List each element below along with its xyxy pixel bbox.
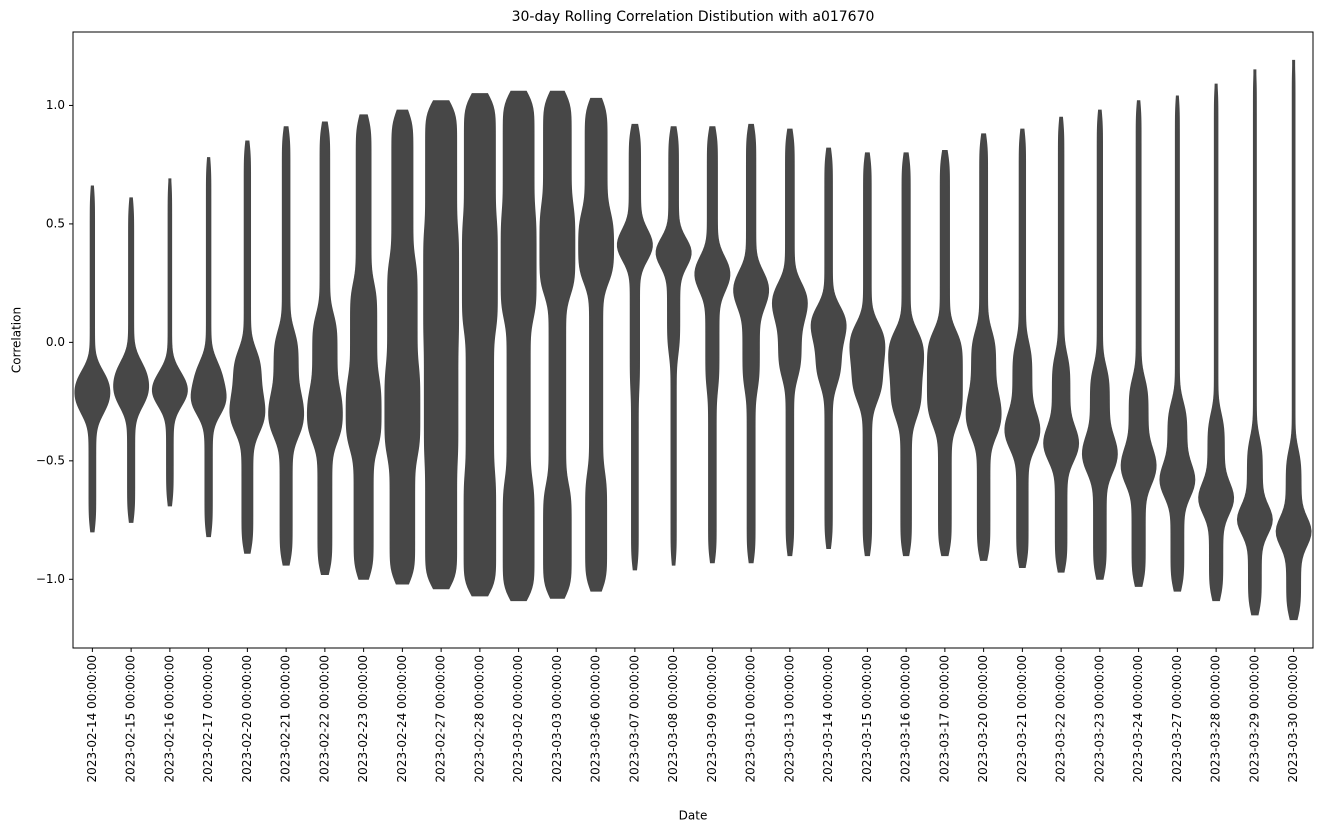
violin-body (926, 149, 963, 557)
violin-body (1159, 95, 1196, 592)
x-tick-label: 2023-02-15 00:00:00 (124, 655, 138, 782)
violin-body (1043, 116, 1080, 573)
x-tick-label: 2023-03-09 00:00:00 (705, 655, 719, 782)
x-tick-label: 2023-02-23 00:00:00 (356, 655, 370, 782)
y-axis-label: Correlation (10, 307, 24, 373)
x-tick-label: 2023-03-20 00:00:00 (976, 655, 990, 782)
x-axis-label: Date (679, 809, 708, 823)
violin-body (151, 178, 188, 507)
violin-body (1120, 100, 1157, 587)
x-tick-label: 2023-03-03 00:00:00 (550, 655, 564, 782)
violin-body (965, 133, 1002, 561)
chart-title: 30-day Rolling Correlation Distibution w… (512, 9, 875, 25)
violin-body (268, 126, 305, 566)
y-tick-label: −0.5 (36, 453, 65, 467)
x-tick-label: 2023-02-22 00:00:00 (317, 655, 331, 782)
violin-body (888, 152, 925, 557)
violin-body (733, 123, 770, 564)
x-tick-label: 2023-03-02 00:00:00 (511, 655, 525, 782)
violin-body (771, 128, 808, 557)
x-tick-label: 2023-03-10 00:00:00 (744, 655, 758, 782)
x-tick-label: 2023-03-06 00:00:00 (589, 655, 603, 782)
violin-body (539, 90, 576, 599)
x-tick-label: 2023-02-20 00:00:00 (240, 655, 254, 782)
plot-frame (72, 31, 1314, 649)
violin-body (1081, 109, 1118, 580)
violin-body (1198, 83, 1235, 602)
x-tick-label: 2023-02-24 00:00:00 (395, 655, 409, 782)
violin-body (306, 121, 343, 576)
x-tick-label: 2023-03-29 00:00:00 (1247, 655, 1261, 782)
violin-body (461, 93, 498, 597)
x-tick-label: 2023-03-27 00:00:00 (1170, 655, 1184, 782)
x-tick-label: 2023-03-15 00:00:00 (860, 655, 874, 782)
violin-body (74, 185, 111, 533)
x-tick-label: 2023-03-17 00:00:00 (937, 655, 951, 782)
x-tick-label: 2023-03-21 00:00:00 (1015, 655, 1029, 782)
x-tick-label: 2023-03-08 00:00:00 (666, 655, 680, 782)
x-tick-label: 2023-02-14 00:00:00 (85, 655, 99, 782)
violin-body (578, 97, 615, 592)
violin-body (655, 126, 692, 566)
y-tick-label: 1.0 (46, 98, 65, 112)
x-tick-label: 2023-02-28 00:00:00 (472, 655, 486, 782)
violin-body (810, 147, 847, 549)
y-tick-label: 0.0 (46, 335, 65, 349)
x-tick-label: 2023-03-14 00:00:00 (821, 655, 835, 782)
violin-body (1236, 69, 1273, 616)
x-tick-label: 2023-03-16 00:00:00 (899, 655, 913, 782)
x-tick-label: 2023-03-28 00:00:00 (1209, 655, 1223, 782)
violin-body (1004, 128, 1041, 568)
y-tick-label: −1.0 (36, 572, 65, 586)
x-tick-label: 2023-02-16 00:00:00 (162, 655, 176, 782)
violin-body (423, 100, 460, 590)
x-tick-label: 2023-03-22 00:00:00 (1054, 655, 1068, 782)
violin-body (190, 157, 227, 538)
violin-body (500, 90, 537, 602)
x-tick-label: 2023-03-13 00:00:00 (782, 655, 796, 782)
violin-body (345, 114, 382, 580)
x-tick-label: 2023-03-24 00:00:00 (1131, 655, 1145, 782)
x-tick-label: 2023-02-17 00:00:00 (201, 655, 215, 782)
x-tick-label: 2023-03-07 00:00:00 (627, 655, 641, 782)
violin-body (849, 152, 886, 557)
violin-body (113, 197, 150, 523)
x-tick-label: 2023-03-30 00:00:00 (1286, 655, 1300, 782)
x-tick-label: 2023-02-27 00:00:00 (434, 655, 448, 782)
violin-body (1275, 59, 1312, 621)
violin-body (694, 126, 731, 564)
x-tick-label: 2023-03-23 00:00:00 (1092, 655, 1106, 782)
violin-body (616, 123, 653, 571)
violin-body (384, 109, 421, 585)
x-tick-label: 2023-02-21 00:00:00 (279, 655, 293, 782)
violin-body (229, 140, 266, 554)
y-tick-label: 0.5 (46, 216, 65, 230)
